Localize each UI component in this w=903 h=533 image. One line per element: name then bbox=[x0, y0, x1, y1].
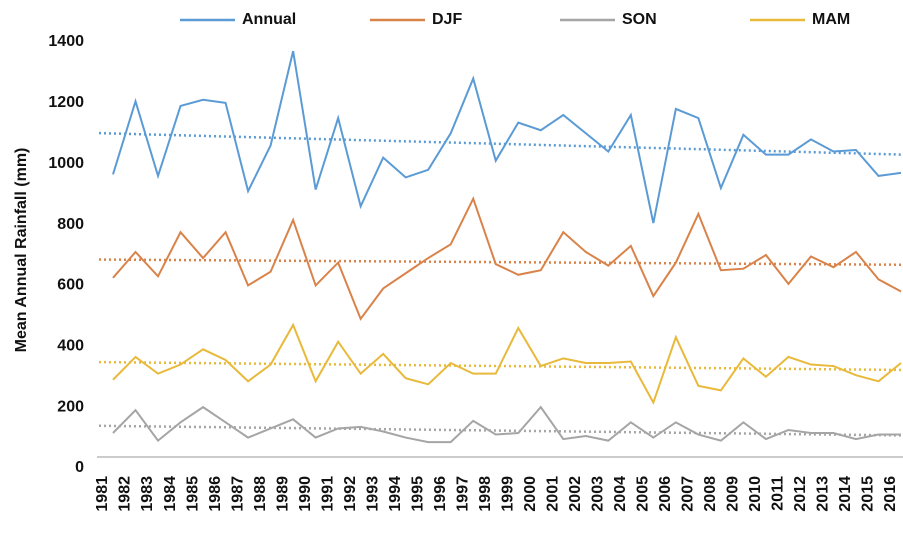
x-tick-label: 1986 bbox=[207, 476, 224, 512]
y-tick-label: 800 bbox=[57, 216, 84, 233]
y-tick-label: 600 bbox=[57, 277, 84, 294]
x-tick-label: 2008 bbox=[702, 476, 719, 512]
y-axis-label: Mean Annual Rainfall (mm) bbox=[13, 148, 30, 353]
series-line bbox=[112, 405, 901, 444]
legend-label: SON bbox=[622, 11, 657, 28]
trend-line bbox=[98, 258, 902, 266]
x-tick-label: 1984 bbox=[162, 476, 179, 512]
series-line bbox=[112, 196, 902, 321]
y-tick-label: 1200 bbox=[48, 94, 84, 111]
y-tick-label: 0 bbox=[75, 459, 84, 476]
trend-line bbox=[98, 131, 902, 156]
x-tick-label: 1988 bbox=[252, 476, 269, 512]
x-tick-label: 1999 bbox=[499, 476, 516, 512]
y-tick-label: 1400 bbox=[48, 33, 84, 50]
x-tick-label: 1985 bbox=[184, 476, 201, 512]
x-tick-label: 2009 bbox=[725, 476, 742, 512]
legend-label: MAM bbox=[812, 11, 850, 28]
x-tick-label: 2012 bbox=[792, 476, 809, 512]
x-tick-label: 1993 bbox=[364, 476, 381, 512]
x-tick-label: 2016 bbox=[882, 476, 899, 512]
x-tick-label: 1991 bbox=[319, 476, 336, 512]
trend-line bbox=[98, 360, 902, 372]
x-tick-label: 2005 bbox=[635, 476, 652, 512]
x-tick-label: 1996 bbox=[432, 476, 449, 512]
x-tick-label: 2011 bbox=[770, 476, 787, 511]
x-tick-label: 2001 bbox=[545, 476, 562, 512]
x-tick-label: 1987 bbox=[229, 476, 246, 512]
x-tick-label: 1989 bbox=[274, 476, 291, 512]
series-line bbox=[112, 50, 902, 224]
x-tick-label: 2003 bbox=[590, 476, 607, 512]
x-tick-label: 2010 bbox=[747, 476, 764, 512]
y-tick-label: 1000 bbox=[48, 155, 84, 172]
x-tick-label: 2007 bbox=[680, 476, 697, 512]
legend-label: Annual bbox=[242, 11, 296, 28]
x-tick-label: 2002 bbox=[567, 476, 584, 512]
y-tick-label: 200 bbox=[57, 398, 84, 415]
x-tick-label: 2014 bbox=[837, 476, 854, 512]
x-tick-label: 1998 bbox=[477, 476, 494, 512]
x-tick-label: 1983 bbox=[139, 476, 156, 512]
legend-label: DJF bbox=[432, 11, 462, 28]
trend-line bbox=[98, 424, 902, 437]
x-tick-label: 1982 bbox=[117, 476, 134, 512]
x-tick-label: 1990 bbox=[297, 476, 314, 512]
x-tick-label: 1992 bbox=[342, 476, 359, 512]
x-tick-label: 2004 bbox=[612, 476, 629, 512]
x-tick-label: 2006 bbox=[657, 476, 674, 512]
x-tick-label: 1994 bbox=[387, 476, 404, 512]
series-line bbox=[112, 322, 902, 406]
y-tick-label: 400 bbox=[57, 338, 84, 355]
x-tick-label: 2015 bbox=[860, 476, 877, 512]
x-tick-label: 1995 bbox=[409, 476, 426, 512]
x-tick-label: 2013 bbox=[815, 476, 832, 512]
x-tick-label: 1981 bbox=[94, 476, 111, 512]
x-tick-label: 1997 bbox=[454, 476, 471, 512]
x-tick-label: 2000 bbox=[522, 476, 539, 512]
